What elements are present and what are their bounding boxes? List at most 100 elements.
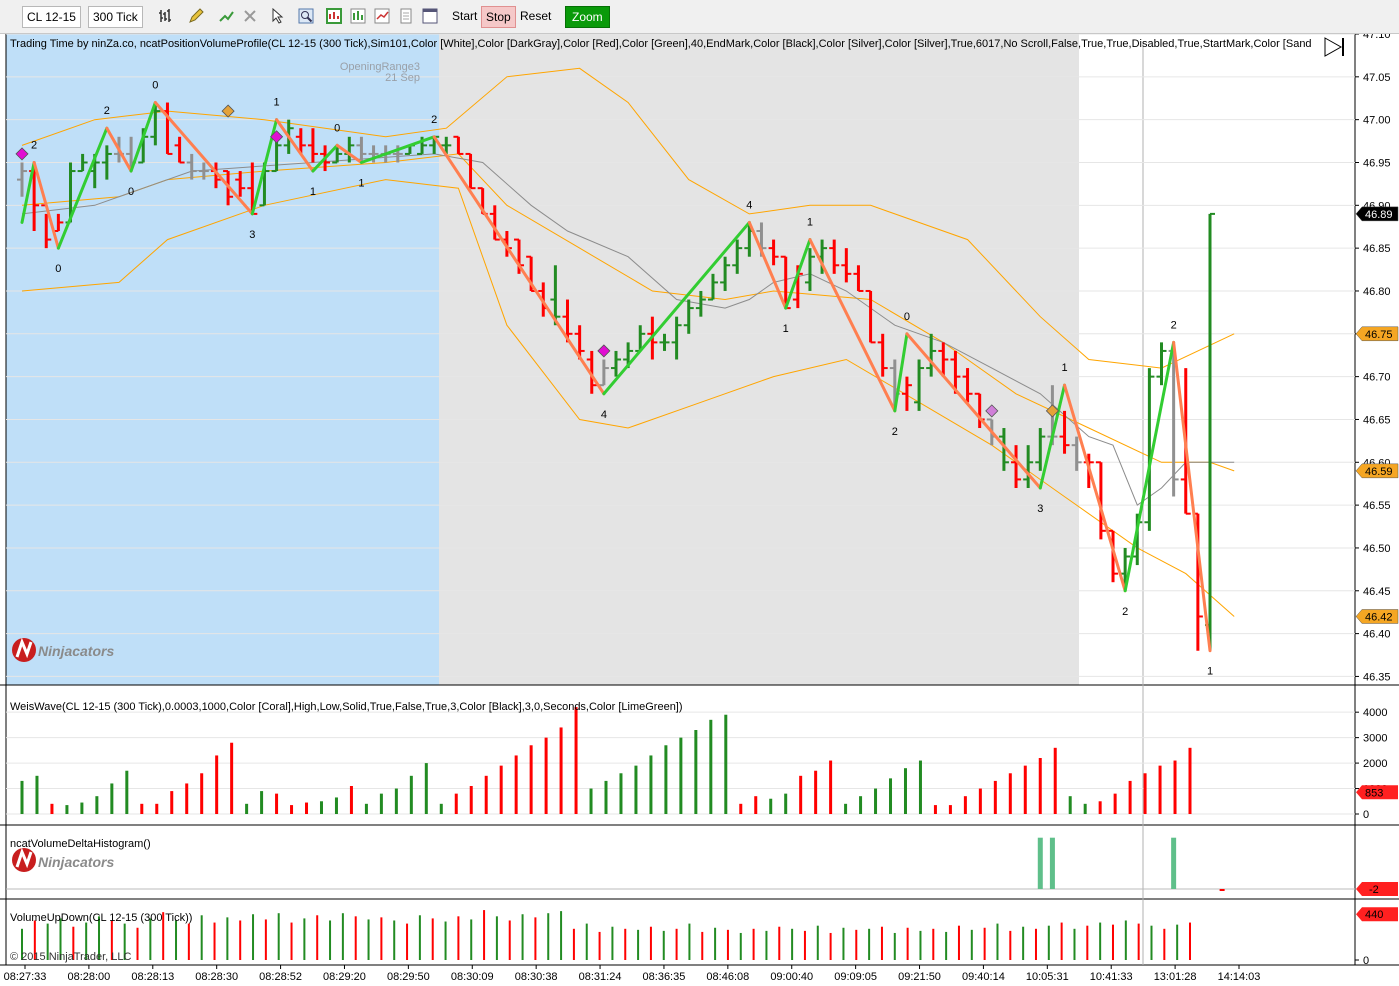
zigzag-count-label: 1 bbox=[783, 323, 789, 335]
upper-band-marker: 46.75 bbox=[1365, 329, 1393, 341]
zigzag-segment bbox=[129, 101, 157, 173]
window-icon[interactable] bbox=[422, 8, 438, 24]
volume-updown-bar bbox=[572, 928, 575, 960]
volume-updown-bar bbox=[149, 918, 152, 960]
weis-wave-bar bbox=[634, 765, 638, 814]
draw-pencil-icon[interactable] bbox=[188, 8, 204, 24]
volume-delta-bar bbox=[1037, 837, 1043, 889]
zigzag-count-label: 2 bbox=[1122, 606, 1128, 618]
volume-updown-bar bbox=[1111, 924, 1114, 960]
volume-updown-bar bbox=[547, 913, 550, 960]
instrument-selector[interactable]: CL 12-15 bbox=[22, 6, 81, 28]
cursor-icon[interactable] bbox=[270, 7, 286, 24]
volume-updown-bar bbox=[855, 929, 858, 960]
weis-wave-bar bbox=[409, 775, 413, 814]
period-selector[interactable]: 300 Tick bbox=[88, 6, 143, 28]
volume-updown-bar bbox=[213, 922, 216, 960]
opening-range-label: OpeningRange3 bbox=[340, 61, 420, 73]
chart-trader-icon[interactable] bbox=[374, 8, 390, 24]
weis-wave-bar bbox=[245, 803, 249, 814]
weis-wave-bar bbox=[814, 770, 818, 814]
axes: 47.1047.0547.0046.9546.9046.8546.8046.75… bbox=[4, 34, 1399, 983]
signal-diamond bbox=[221, 104, 235, 118]
weis-wave-bar bbox=[514, 755, 518, 814]
price-tick-label: 47.10 bbox=[1363, 34, 1391, 41]
zoom-button[interactable]: Zoom bbox=[565, 6, 610, 28]
weis-wave-bar bbox=[739, 803, 743, 814]
weis-wave-bar bbox=[65, 805, 69, 814]
zigzag-segment bbox=[105, 126, 133, 173]
weis-wave-bars bbox=[20, 707, 1192, 814]
volume-updown-bar bbox=[598, 931, 601, 960]
volume-updown-bar bbox=[239, 920, 242, 960]
reset-button[interactable]: Reset bbox=[520, 9, 552, 23]
time-tick-label: 08:28:52 bbox=[259, 971, 302, 983]
weis-wave-bar bbox=[529, 745, 533, 814]
bar-type-icon[interactable] bbox=[158, 8, 174, 24]
weis-wave-bar bbox=[604, 780, 608, 814]
volume-updown-bar bbox=[1073, 928, 1076, 960]
strategy-icon[interactable] bbox=[242, 8, 258, 24]
weis-wave-bar bbox=[1068, 796, 1072, 814]
weis-wave-bar bbox=[110, 783, 114, 814]
chart-area[interactable]: 2 0 2 0 0 3 1 1 0 1 2 4 4 1 1 2 0 3 1 2 2 1 47.10 47.05 47.00 46… bbox=[0, 34, 1399, 986]
volume-updown-bar bbox=[739, 932, 742, 960]
time-tick-label: 09:21:50 bbox=[898, 971, 941, 983]
volume-updown-bar bbox=[803, 930, 806, 960]
zigzag-count-label: 3 bbox=[249, 229, 255, 241]
start-button[interactable]: Start bbox=[452, 9, 478, 23]
signal-diamond bbox=[985, 404, 999, 418]
weis-wave-bar bbox=[769, 798, 773, 814]
time-tick-label: 08:28:13 bbox=[131, 971, 174, 983]
weis-wave-bar bbox=[574, 707, 578, 814]
volume-updown-bar bbox=[624, 928, 627, 960]
mid-band-marker-box bbox=[1355, 463, 1399, 479]
weis-wave-bar bbox=[80, 802, 84, 814]
time-tick-label: 08:36:35 bbox=[643, 971, 686, 983]
zigzag-segment bbox=[893, 332, 909, 413]
weis-wave-bar bbox=[1173, 760, 1177, 814]
weis-wave-bar bbox=[799, 775, 803, 814]
signal-diamond bbox=[1045, 404, 1059, 418]
volume-updown-bar bbox=[354, 916, 357, 960]
zigzag-segment bbox=[747, 220, 788, 310]
volume-updown-bar bbox=[226, 917, 229, 960]
volume-updown-bar bbox=[290, 922, 293, 960]
weis-panel-title: WeisWave(CL 12-15 (300 Tick),0.0003,1000… bbox=[10, 701, 683, 713]
weis-wave-bar bbox=[394, 788, 398, 814]
weis-wave-bar bbox=[754, 796, 758, 814]
volume-updown-bar bbox=[714, 927, 717, 960]
price-tick-label: 46.45 bbox=[1363, 586, 1391, 598]
zigzag-count-label: 0 bbox=[904, 311, 910, 323]
zoom-icon[interactable] bbox=[298, 8, 314, 24]
signal-diamond bbox=[15, 147, 29, 161]
chart-toolbar: CL 12-15 300 Tick Start Stop Reset Zoom bbox=[0, 0, 1399, 34]
weis-wave-bar bbox=[694, 730, 698, 814]
play-to-end-icon[interactable] bbox=[1324, 37, 1344, 57]
volume-updown-bar bbox=[46, 923, 49, 960]
weis-wave-bar bbox=[290, 805, 294, 814]
volume-updown-bar bbox=[842, 927, 845, 960]
add-indicator-icon[interactable] bbox=[218, 8, 234, 24]
copyright-text: © 2015 NinjaTrader, LLC bbox=[10, 951, 131, 963]
weis-wave-bar bbox=[544, 737, 548, 814]
weis-wave-bar bbox=[1038, 758, 1042, 814]
volume-updown-bar bbox=[611, 926, 614, 960]
price-tick-label: 46.40 bbox=[1363, 629, 1391, 641]
chart-style-icon[interactable] bbox=[350, 8, 366, 24]
volume-updown-bar bbox=[85, 922, 88, 960]
volume-updown-bar bbox=[893, 932, 896, 960]
properties-icon[interactable] bbox=[398, 8, 414, 24]
weis-wave-bar bbox=[334, 797, 338, 814]
volume-updown-bar bbox=[508, 920, 511, 960]
weis-wave-bar bbox=[185, 783, 189, 814]
volume-updown-bar bbox=[406, 923, 409, 960]
volume-updown-bar bbox=[200, 915, 203, 960]
stop-button[interactable]: Stop bbox=[481, 6, 516, 28]
volume-updown-bar bbox=[726, 929, 729, 960]
opening-range-date: 21 Sep bbox=[385, 72, 420, 84]
weis-wave-bar bbox=[874, 788, 878, 814]
data-box-icon[interactable] bbox=[326, 8, 342, 24]
time-tick-label: 09:40:14 bbox=[962, 971, 1005, 983]
weis-wave-bar bbox=[275, 793, 279, 814]
